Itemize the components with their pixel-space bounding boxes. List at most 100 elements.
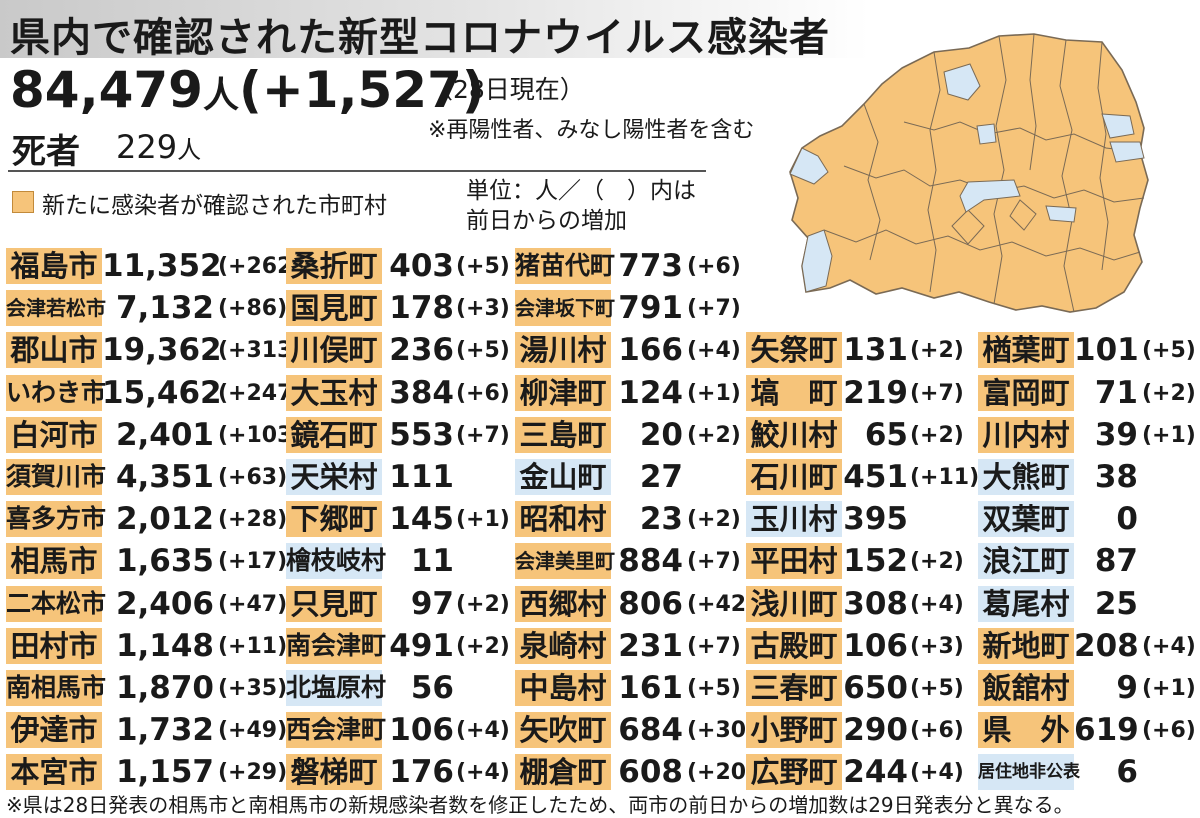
municipality-name: 西郷村 xyxy=(515,586,611,622)
case-count: 6 xyxy=(1116,754,1138,790)
daily-increase: (+5) xyxy=(456,254,510,279)
daily-increase: (+2) xyxy=(687,423,741,448)
case-count: 106 xyxy=(843,628,908,664)
daily-increase: (+2) xyxy=(456,634,510,659)
positive-note: ※再陽性者、みなし陽性者を含む xyxy=(428,118,755,143)
municipality-name: 大熊町 xyxy=(978,459,1074,495)
page-title: 県内で確認された新型コロナウイルス感染者 xyxy=(10,15,830,61)
daily-increase: (+6) xyxy=(910,718,964,743)
fukushima-map xyxy=(789,33,1149,313)
case-count: 152 xyxy=(843,543,908,579)
municipality-name: 柳津町 xyxy=(515,375,611,411)
municipality-name: 棚倉町 xyxy=(515,754,611,790)
case-count: 4,351 xyxy=(115,459,214,495)
map-prefecture-outline xyxy=(789,33,1149,313)
municipality-name: 昭和村 xyxy=(515,501,611,537)
municipality-name: 会津若松市 xyxy=(6,290,106,326)
case-count: 244 xyxy=(843,754,908,790)
case-count: 773 xyxy=(618,248,683,284)
case-count: 23 xyxy=(639,501,683,537)
municipality-name: 双葉町 xyxy=(978,501,1074,537)
municipality-name: 浅川町 xyxy=(746,586,842,622)
municipality-name: 猪苗代町 xyxy=(515,248,615,284)
total-cases: 84,479人(+1,527) xyxy=(10,62,485,124)
daily-increase: (+1) xyxy=(456,507,510,532)
case-count: 38 xyxy=(1094,459,1138,495)
municipality-name: 県 外 xyxy=(978,712,1074,748)
total-unit: 人 xyxy=(202,75,239,116)
case-count: 208 xyxy=(1074,628,1139,664)
case-count: 20 xyxy=(639,417,683,453)
municipality-name: 天栄村 xyxy=(286,459,382,495)
case-count: 553 xyxy=(389,417,454,453)
case-count: 166 xyxy=(618,332,683,368)
daily-increase: (+2) xyxy=(910,338,964,363)
total-value: 84,479 xyxy=(10,61,203,119)
case-count: 97 xyxy=(410,586,454,622)
daily-increase: (+11) xyxy=(910,465,980,490)
case-count: 161 xyxy=(618,670,683,706)
daily-increase: (+3) xyxy=(456,296,510,321)
case-count: 1,870 xyxy=(115,670,214,706)
municipality-name: 玉川村 xyxy=(746,501,842,537)
municipality-name: 三春町 xyxy=(746,670,842,706)
municipality-name: 本宮市 xyxy=(6,754,102,790)
case-count: 9 xyxy=(1116,670,1138,706)
municipality-name: 二本松市 xyxy=(6,586,106,622)
case-count: 11 xyxy=(410,543,454,579)
daily-increase: (+5) xyxy=(1142,338,1196,363)
daily-increase: (+2) xyxy=(910,549,964,574)
municipality-name: 矢吹町 xyxy=(515,712,611,748)
daily-increase: (+7) xyxy=(687,296,741,321)
daily-increase: (+63) xyxy=(218,465,288,490)
daily-increase: (+4) xyxy=(456,760,510,785)
municipality-name: 石川町 xyxy=(746,459,842,495)
municipality-name: 楢葉町 xyxy=(978,332,1074,368)
case-count: 1,732 xyxy=(115,712,214,748)
daily-increase: (+20) xyxy=(687,760,757,785)
municipality-name: 桑折町 xyxy=(286,248,382,284)
municipality-name: 葛尾村 xyxy=(978,586,1074,622)
case-count: 7,132 xyxy=(115,290,214,326)
case-count: 231 xyxy=(618,628,683,664)
map-no-new-cases-areas xyxy=(789,63,1145,293)
case-count: 403 xyxy=(389,248,454,284)
case-count: 176 xyxy=(389,754,454,790)
legend-text: 新たに感染者が確認された市町村 xyxy=(42,193,387,219)
municipality-name: 浪江町 xyxy=(978,543,1074,579)
case-count: 0 xyxy=(1116,501,1138,537)
municipality-name: いわき市 xyxy=(6,375,106,411)
daily-increase: (+4) xyxy=(1142,634,1196,659)
municipality-name: 広野町 xyxy=(746,754,842,790)
title-bar xyxy=(0,0,870,58)
daily-increase: (+4) xyxy=(456,718,510,743)
case-count: 219 xyxy=(843,375,908,411)
daily-increase: (+30) xyxy=(687,718,757,743)
case-count: 2,406 xyxy=(115,586,214,622)
case-count: 178 xyxy=(389,290,454,326)
municipality-name: 居住地非公表 xyxy=(978,754,1080,790)
daily-increase: (+42) xyxy=(687,592,757,617)
case-count: 124 xyxy=(618,375,683,411)
case-count: 395 xyxy=(843,501,908,537)
case-count: 384 xyxy=(389,375,454,411)
case-count: 19,362 xyxy=(102,332,222,368)
case-count: 684 xyxy=(618,712,683,748)
municipality-name: 新地町 xyxy=(978,628,1074,664)
daily-increase: (+1) xyxy=(687,381,741,406)
municipality-name: 湯川村 xyxy=(515,332,611,368)
unit-note-line1: 単位：人／（ ）内は xyxy=(466,178,696,204)
daily-increase: (+17) xyxy=(218,549,288,574)
municipality-name: 檜枝岐村 xyxy=(286,543,386,579)
municipality-name: 小野町 xyxy=(746,712,842,748)
municipality-name: 塙 町 xyxy=(746,375,842,411)
daily-increase: (+6) xyxy=(456,381,510,406)
daily-increase: (+3) xyxy=(910,634,964,659)
case-count: 145 xyxy=(389,501,454,537)
municipality-name: 川俣町 xyxy=(286,332,382,368)
case-count: 1,635 xyxy=(115,543,214,579)
daily-increase: (+4) xyxy=(687,338,741,363)
case-count: 131 xyxy=(843,332,908,368)
municipality-name: 古殿町 xyxy=(746,628,842,664)
case-count: 2,012 xyxy=(115,501,214,537)
